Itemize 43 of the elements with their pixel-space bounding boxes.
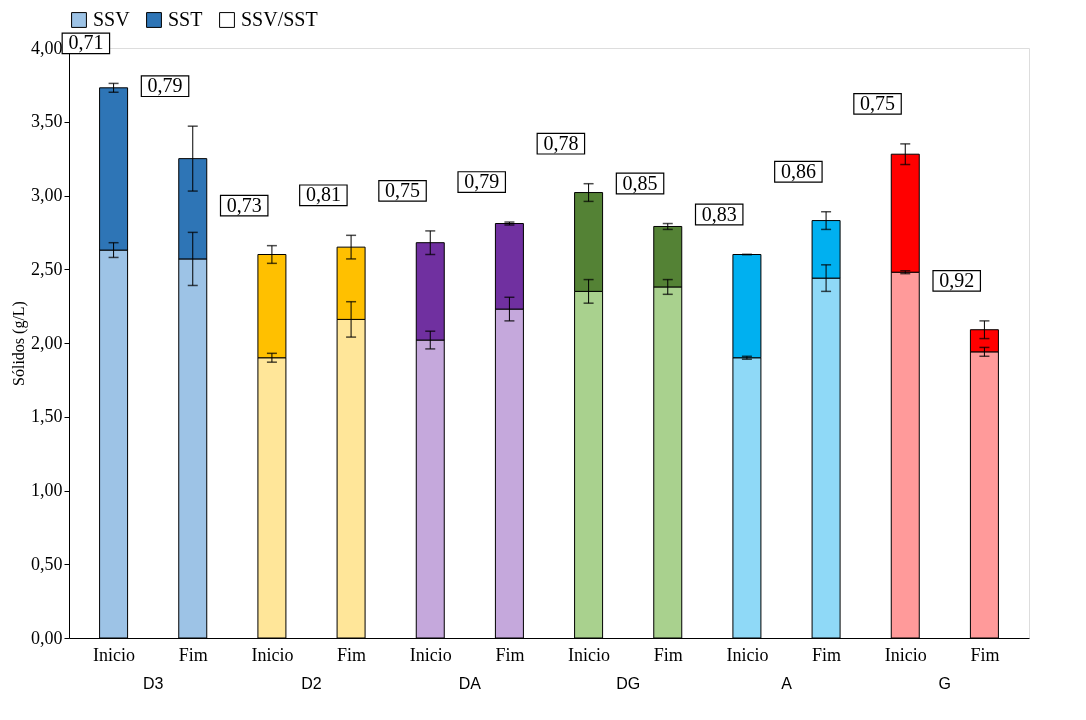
x-tick-label: Inicio <box>568 644 611 665</box>
text: A <box>781 675 793 692</box>
text: 0,81 <box>305 183 341 206</box>
legend-label: SSV/SST <box>241 8 318 30</box>
y-tick-label: 2,00 <box>31 332 63 353</box>
x-tick-label: Inicio <box>251 644 294 665</box>
y-tick-label: 3,50 <box>31 111 63 132</box>
text: DA <box>458 675 482 692</box>
x-tick-label: Inicio <box>726 644 769 665</box>
x-tick-label: Fim <box>812 644 842 665</box>
text: 0,92 <box>939 268 975 291</box>
text: 0,75 <box>385 178 421 201</box>
text: 0,83 <box>701 202 737 225</box>
y-axis-title: Sólidos (g/L) <box>10 301 28 386</box>
text: 0,79 <box>464 170 500 193</box>
text: D2 <box>301 675 322 692</box>
y-tick-label: 0,50 <box>31 553 63 574</box>
x-tick-label: Fim <box>653 644 683 665</box>
text: DG <box>616 675 641 692</box>
y-tick-label: 2,50 <box>31 258 63 279</box>
text: 0,71 <box>68 31 104 54</box>
x-tick-label: Fim <box>178 644 208 665</box>
text: 0,85 <box>622 171 658 194</box>
x-tick-label: Inicio <box>93 644 136 665</box>
y-tick-label: 3,00 <box>31 185 63 205</box>
legend-label: SSV <box>93 8 131 30</box>
x-tick-label: Fim <box>970 644 1000 665</box>
x-tick-label: Fim <box>495 644 525 665</box>
legend-label: SST <box>168 8 203 30</box>
text: 0,73 <box>226 193 262 216</box>
text: 0,86 <box>780 159 816 182</box>
text: D3 <box>142 675 164 692</box>
y-tick-label: 1,00 <box>31 480 63 500</box>
x-tick-label: Inicio <box>409 644 452 665</box>
text: 0,78 <box>543 131 579 154</box>
y-tick-label: 1,50 <box>31 406 63 427</box>
y-tick-label: 4,00 <box>31 37 63 58</box>
text: 0,75 <box>860 91 896 114</box>
y-tick-label: 0,00 <box>31 627 63 648</box>
text: G <box>938 675 952 692</box>
text: 0,79 <box>147 74 183 97</box>
x-tick-label: Fim <box>337 644 367 665</box>
x-tick-label: Inicio <box>884 644 927 665</box>
